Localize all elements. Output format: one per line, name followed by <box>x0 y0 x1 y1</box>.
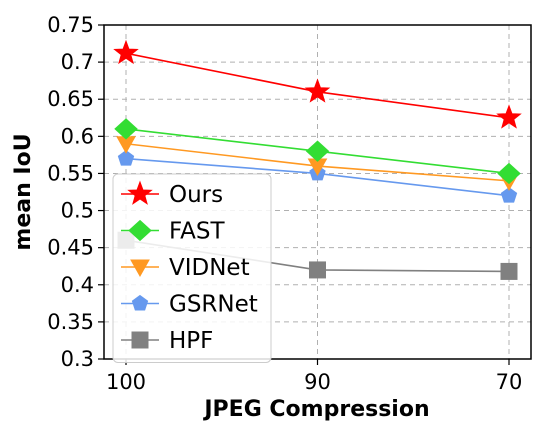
data-point <box>497 162 521 185</box>
legend-item: FAST <box>121 219 225 245</box>
y-tick-label: 0.6 <box>61 124 94 148</box>
data-point <box>113 39 139 65</box>
legend-item: VIDNet <box>121 255 250 281</box>
x-tick-label: 70 <box>496 370 523 394</box>
y-tick-label: 0.7 <box>61 50 94 74</box>
legend-marker <box>130 259 150 278</box>
legend-label: VIDNet <box>169 255 250 281</box>
legend-label: Ours <box>169 182 223 208</box>
data-point <box>305 140 330 162</box>
y-tick-label: 0.45 <box>47 236 94 260</box>
data-point <box>496 104 522 129</box>
data-point <box>117 149 135 166</box>
y-axis-ticks: 0.3 0.35 0.4 0.45 0.5 0.55 0.6 0.65 0.7 0.75 <box>47 13 104 371</box>
legend-label: GSRNet <box>169 292 258 318</box>
series-ours <box>113 39 522 129</box>
data-point <box>309 261 326 279</box>
legend-label: HPF <box>169 328 213 354</box>
legend-marker <box>127 180 153 205</box>
legend-item: Ours <box>121 180 223 208</box>
x-tick-label: 100 <box>106 370 146 394</box>
legend: Ours FAST VIDNet GSRNet HPF <box>112 173 272 363</box>
y-tick-label: 0.4 <box>61 273 94 297</box>
data-point <box>500 187 518 203</box>
data-point <box>500 262 518 280</box>
y-axis-title: mean IoU <box>11 133 36 250</box>
x-tick-label: 90 <box>304 370 331 394</box>
legend-marker <box>131 294 149 311</box>
x-axis-title: JPEG Compression <box>202 397 429 422</box>
legend-box <box>112 173 272 363</box>
data-point <box>114 118 138 140</box>
y-tick-label: 0.65 <box>47 87 94 111</box>
y-tick-label: 0.75 <box>47 13 94 37</box>
y-tick-label: 0.3 <box>61 347 94 371</box>
legend-marker <box>128 219 152 242</box>
y-tick-label: 0.5 <box>61 199 94 223</box>
series-fast <box>114 118 521 185</box>
x-axis-ticks: 100 90 70 <box>106 359 522 394</box>
legend-item: GSRNet <box>121 292 258 318</box>
legend-item: HPF <box>121 328 213 354</box>
data-point <box>304 78 331 103</box>
y-tick-label: 0.55 <box>47 161 94 185</box>
y-tick-label: 0.35 <box>47 310 94 334</box>
legend-label: FAST <box>169 219 225 245</box>
legend-marker <box>131 331 149 349</box>
